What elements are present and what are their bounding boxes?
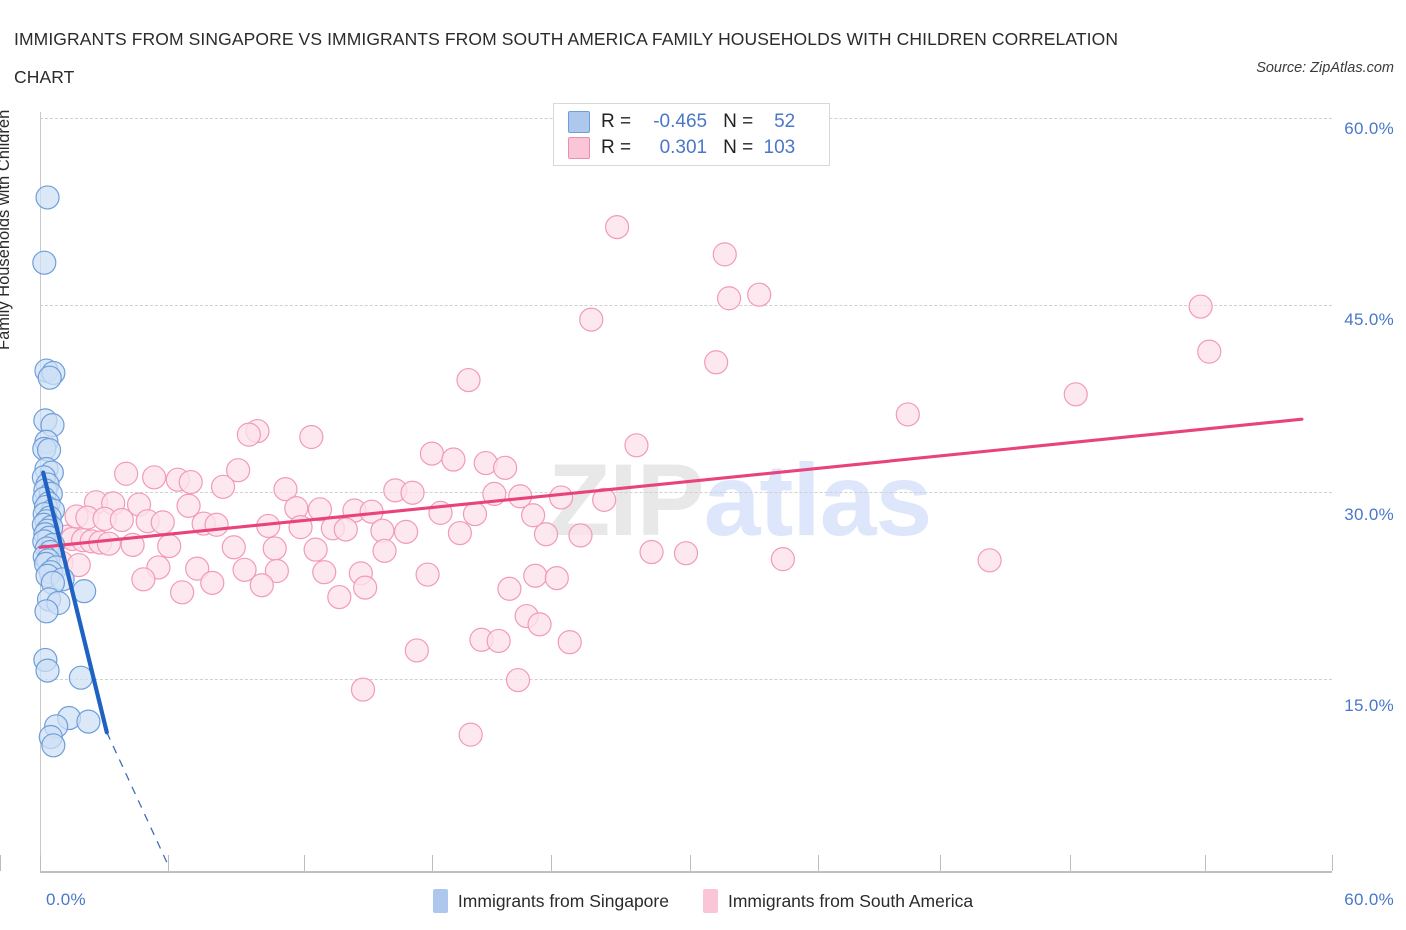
y-tick-label-60: 60.0% (1344, 119, 1394, 138)
n-value-blue: 52 (774, 111, 796, 132)
x-tick-mark (432, 855, 433, 871)
x-tick-mark (1070, 855, 1071, 871)
n-value-pink: 103 (763, 137, 796, 158)
y-tick-label-15: 15.0% (1344, 696, 1394, 715)
x-tick-mark (1205, 855, 1206, 871)
stats-row-singapore: R = -0.465 N = 52 (568, 109, 795, 135)
x-tick-mark (940, 855, 941, 871)
r-label-blue: R = (601, 111, 632, 132)
r-value-pink: 0.301 (659, 137, 708, 158)
chart-header: IMMIGRANTS FROM SINGAPORE VS IMMIGRANTS … (0, 0, 1406, 96)
gridline-45 (40, 305, 1332, 306)
x-tick-mark (40, 855, 41, 871)
gridline-15 (40, 679, 1332, 680)
legend-swatch-south-america (702, 889, 718, 913)
legend-swatch-singapore (432, 889, 448, 913)
n-label-blue: N = (723, 111, 754, 132)
x-tick-mark (0, 855, 1, 871)
source-label: Source: ZipAtlas.com (1256, 60, 1394, 76)
plot-area (40, 112, 1332, 872)
stats-row-south-america: R = 0.301 N = 103 (568, 135, 795, 161)
page-title: IMMIGRANTS FROM SINGAPORE VS IMMIGRANTS … (14, 29, 1119, 87)
n-label-pink: N = (723, 137, 754, 158)
legend-item-south-america[interactable]: Immigrants from South America (702, 889, 974, 913)
x-axis-line (40, 871, 1332, 873)
series-legend: Immigrants from Singapore Immigrants fro… (0, 884, 1406, 918)
r-value-blue: -0.465 (653, 111, 708, 132)
gridline-30 (40, 492, 1332, 493)
correlation-stats-legend: R = -0.465 N = 52 R = 0.301 N = 103 (553, 103, 830, 166)
legend-swatch-blue (568, 111, 590, 133)
legend-label-singapore: Immigrants from Singapore (457, 890, 669, 911)
legend-item-singapore[interactable]: Immigrants from Singapore (432, 889, 669, 913)
x-tick-mark (690, 855, 691, 871)
x-tick-mark (168, 855, 169, 871)
x-tick-label-max: 60.0% (1344, 890, 1394, 909)
legend-label-south-america: Immigrants from South America (727, 890, 974, 911)
y-tick-label-45: 45.0% (1344, 310, 1394, 329)
x-tick-mark (551, 855, 552, 871)
r-label-pink: R = (601, 137, 632, 158)
x-tick-mark (1332, 855, 1333, 871)
x-tick-mark (304, 855, 305, 871)
x-tick-mark (818, 855, 819, 871)
x-tick-label-min: 0.0% (46, 890, 86, 909)
legend-swatch-pink (568, 137, 590, 159)
y-tick-label-30: 30.0% (1344, 505, 1394, 524)
y-axis-title: Family Households with Children (0, 109, 13, 350)
